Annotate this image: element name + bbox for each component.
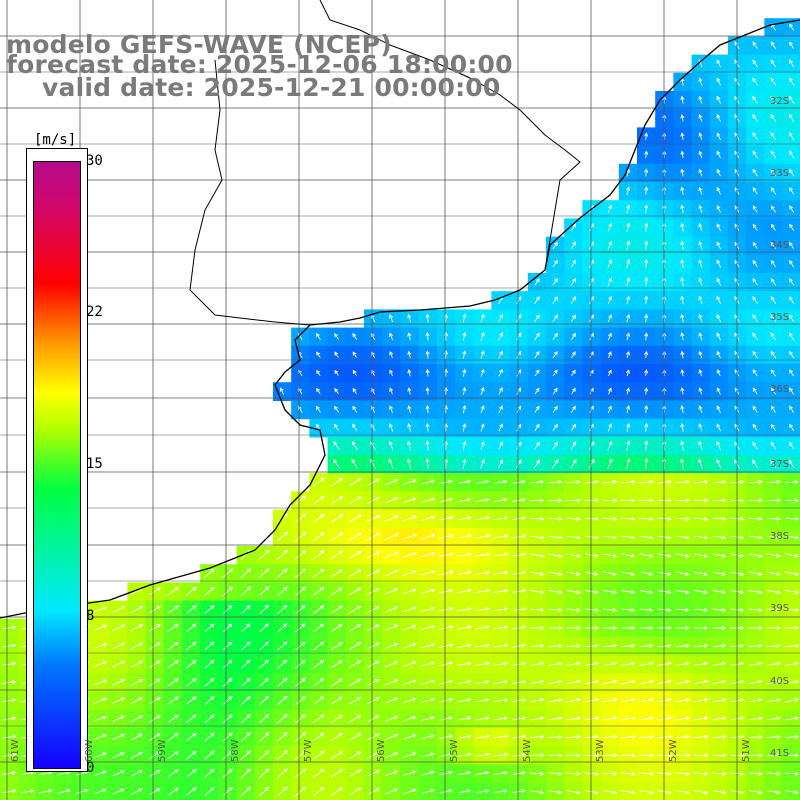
lon-label-60w: 60W bbox=[84, 739, 95, 762]
lon-label-57w: 57W bbox=[303, 739, 314, 762]
colorbar-tick-0: 0 bbox=[86, 760, 95, 776]
coastline bbox=[0, 0, 800, 619]
lat-label-38s: 38S bbox=[770, 531, 790, 542]
lon-label-58w: 58W bbox=[230, 739, 241, 762]
colorbar-tick-8: 8 bbox=[86, 608, 95, 624]
lat-label-34s: 34S bbox=[770, 240, 790, 251]
lon-label-54w: 54W bbox=[522, 739, 533, 762]
lon-label-55w: 55W bbox=[449, 739, 460, 762]
forecast-date: forecast date: 2025-12-06 18:00:00 bbox=[6, 50, 513, 79]
colorbar bbox=[33, 161, 81, 769]
lat-label-32s: 32S bbox=[770, 96, 790, 107]
lon-label-56w: 56W bbox=[376, 739, 387, 762]
lon-label-59w: 59W bbox=[157, 739, 168, 762]
lon-label-53w: 53W bbox=[595, 739, 606, 762]
lat-label-40s: 40S bbox=[770, 676, 790, 687]
colorbar-unit: [m/s] bbox=[34, 132, 77, 148]
valid-date: valid date: 2025-12-21 00:00:00 bbox=[42, 73, 501, 102]
lat-label-41s: 41S bbox=[770, 748, 790, 759]
lon-label-61w: 61W bbox=[10, 739, 21, 762]
lat-label-35s: 35S bbox=[770, 312, 790, 323]
lat-label-37s: 37S bbox=[770, 459, 790, 470]
model-title: modelo GEFS-WAVE (NCEP) bbox=[6, 30, 392, 59]
lat-label-33s: 33S bbox=[770, 168, 790, 179]
lon-label-52w: 52W bbox=[668, 739, 679, 762]
lat-label-36s: 36S bbox=[770, 384, 790, 395]
lat-label-39s: 39S bbox=[770, 603, 790, 614]
colorbar-tick-22: 22 bbox=[86, 304, 103, 320]
colorbar-tick-30: 30 bbox=[86, 153, 103, 169]
colorbar-tick-15: 15 bbox=[86, 456, 103, 472]
lon-label-51w: 51W bbox=[741, 739, 752, 762]
